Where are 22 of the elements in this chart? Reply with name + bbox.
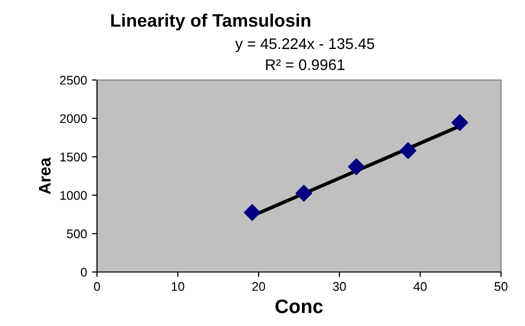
x-tick-label: 0 [94, 282, 100, 291]
point [451, 114, 468, 131]
point [244, 204, 260, 221]
point [400, 142, 416, 159]
y-tick-label: 0 [80, 268, 87, 277]
x-tick-label: 20 [252, 282, 266, 291]
x-tick-label: 30 [332, 282, 346, 291]
y-tick-label: 500 [66, 229, 87, 238]
y-axis-title: Area [38, 157, 51, 194]
x-tick-label: 40 [414, 282, 427, 291]
y-tick-label: 2000 [60, 114, 87, 124]
x-axis-title: Conc [275, 299, 323, 314]
y-tick-label: 1500 [60, 152, 87, 162]
text: R² = 0.9961 [266, 59, 344, 70]
y-tick-label: 2500 [60, 76, 87, 85]
chart-title: Linearity of Tamsulosin [111, 14, 310, 30]
text: y = 45.224x - 135.45 [235, 38, 374, 52]
point [296, 184, 312, 202]
x-tick-label: 50 [494, 282, 508, 291]
x-tick-label: 10 [172, 282, 184, 291]
point [348, 158, 365, 176]
y-tick-label: 1000 [60, 191, 87, 200]
